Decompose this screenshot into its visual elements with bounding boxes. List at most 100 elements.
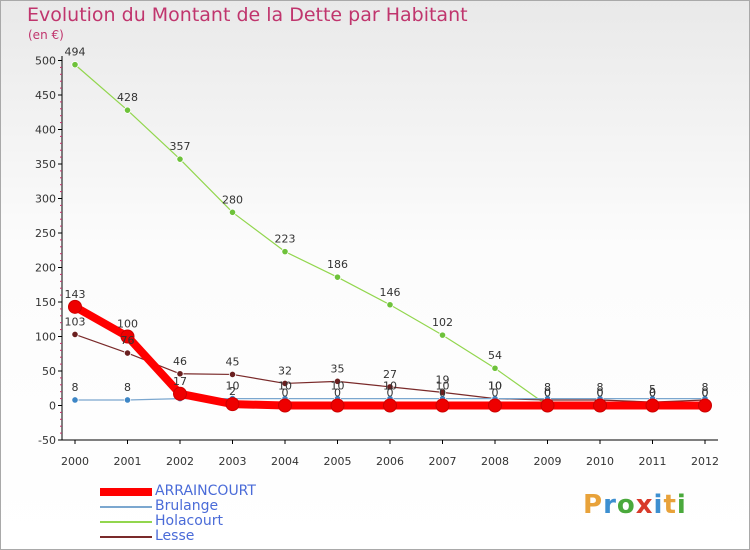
data-point-arraincourt [698, 398, 712, 413]
data-label-holacourt: 54 [488, 349, 502, 362]
data-point-holacourt [71, 61, 79, 69]
data-point-arraincourt [488, 398, 502, 413]
data-label-holacourt: 0 [544, 387, 551, 400]
y-tick-label: 100 [35, 331, 56, 344]
data-label-arraincourt: 0 [282, 387, 289, 400]
x-tick-label: 2003 [219, 455, 247, 468]
x-tick-label: 2004 [271, 455, 299, 468]
legend-label-arraincourt: ARRAINCOURT [155, 483, 256, 499]
data-point-lesse [333, 377, 342, 385]
data-point-holacourt [228, 208, 237, 216]
y-tick-label: 500 [35, 55, 56, 68]
data-point-holacourt [438, 331, 447, 339]
y-tick-label: 400 [35, 124, 56, 137]
data-label-brulange: 8 [124, 381, 131, 394]
data-point-arraincourt [173, 386, 187, 401]
data-label-brulange: 10 [278, 380, 292, 393]
data-label-arraincourt: 0 [439, 387, 446, 400]
data-label-arraincourt: 0 [492, 387, 499, 400]
x-tick-label: 2007 [429, 455, 457, 468]
data-label-lesse: 8 [702, 381, 709, 394]
data-label-lesse: 45 [226, 355, 240, 368]
legend-label-holacourt: Holacourt [155, 513, 223, 529]
data-label-brulange: 10 [226, 380, 240, 393]
data-label-arraincourt: 2 [229, 385, 236, 398]
data-label-lesse: 8 [597, 381, 604, 394]
data-point-holacourt [333, 273, 342, 281]
data-point-arraincourt [330, 398, 345, 413]
data-label-arraincourt: 0 [387, 387, 394, 400]
data-label-lesse: 10 [488, 380, 502, 393]
data-point-lesse [281, 379, 289, 388]
logo-letter: i [653, 490, 664, 520]
data-label-holacourt: 102 [432, 316, 453, 329]
data-label-lesse: 103 [65, 315, 86, 328]
data-label-lesse: 5 [649, 383, 656, 396]
data-point-holacourt [491, 364, 499, 372]
y-tick-label: 150 [35, 296, 56, 309]
data-label-arraincourt: 0 [544, 387, 551, 400]
x-tick-label: 2012 [691, 455, 719, 468]
legend-label-brulange: Brulange [155, 498, 219, 514]
chart-title: Evolution du Montant de la Dette par Hab… [27, 4, 468, 26]
y-tick-label: 200 [35, 262, 56, 275]
data-point-arraincourt [68, 299, 82, 314]
data-label-holacourt: 186 [327, 258, 348, 271]
data-label-holacourt: 428 [117, 91, 138, 104]
logo-letter: t [663, 490, 677, 520]
y-tick-label: 350 [35, 158, 56, 171]
data-label-lesse: 32 [278, 364, 292, 377]
data-point-arraincourt [383, 398, 397, 413]
data-label-lesse: 35 [331, 362, 345, 375]
data-label-holacourt: 0 [649, 387, 656, 400]
y-tick-label: 50 [42, 365, 56, 378]
data-label-brulange: 10 [383, 380, 397, 393]
legend-swatch-arraincourt [100, 487, 152, 496]
x-tick-label: 2008 [481, 455, 509, 468]
data-label-brulange: 8 [72, 381, 79, 394]
data-label-holacourt: 223 [275, 233, 296, 246]
x-tick-label: 2000 [61, 455, 89, 468]
data-point-lesse [123, 349, 132, 357]
data-label-holacourt: 280 [222, 193, 243, 206]
data-point-arraincourt [645, 398, 660, 413]
data-label-holacourt: 357 [170, 140, 191, 153]
data-label-holacourt: 0 [702, 387, 709, 400]
data-point-arraincourt [435, 398, 450, 413]
legend-swatch-lesse [100, 535, 152, 538]
data-point-holacourt [281, 248, 289, 256]
y-tick-label: 300 [35, 193, 56, 206]
y-tick-label: -50 [38, 434, 56, 447]
data-label-brulange: 10 [436, 380, 450, 393]
logo-letter: i [676, 490, 687, 520]
series-line-holacourt [74, 64, 706, 407]
data-point-holacourt [123, 106, 132, 114]
data-point-lesse [386, 383, 394, 391]
data-label-arraincourt: 0 [334, 387, 341, 400]
data-label-brulange: 10 [331, 380, 345, 393]
data-label-holacourt: 146 [380, 286, 401, 299]
data-label-brulange: 10 [488, 380, 502, 393]
x-tick-label: 2005 [324, 455, 352, 468]
data-label-holacourt: 494 [65, 46, 86, 59]
data-label-arraincourt: 0 [649, 387, 656, 400]
x-tick-label: 2011 [639, 455, 667, 468]
data-label-arraincourt: 0 [597, 387, 604, 400]
x-tick-label: 2009 [534, 455, 562, 468]
data-label-arraincourt: 143 [65, 288, 86, 301]
data-point-lesse [228, 370, 237, 379]
data-label-lesse: 19 [436, 373, 450, 386]
data-point-arraincourt [120, 329, 135, 344]
data-label-lesse: 76 [121, 334, 135, 347]
logo-letter: r [603, 490, 617, 520]
y-unit-label: (en €) [28, 28, 64, 42]
x-tick-label: 2002 [166, 455, 194, 468]
data-point-holacourt [176, 155, 184, 163]
data-point-lesse [176, 370, 184, 378]
x-tick-label: 2010 [586, 455, 614, 468]
data-point-arraincourt [540, 398, 555, 413]
logo-letter: x [635, 490, 654, 520]
y-tick-label: 450 [35, 89, 56, 102]
